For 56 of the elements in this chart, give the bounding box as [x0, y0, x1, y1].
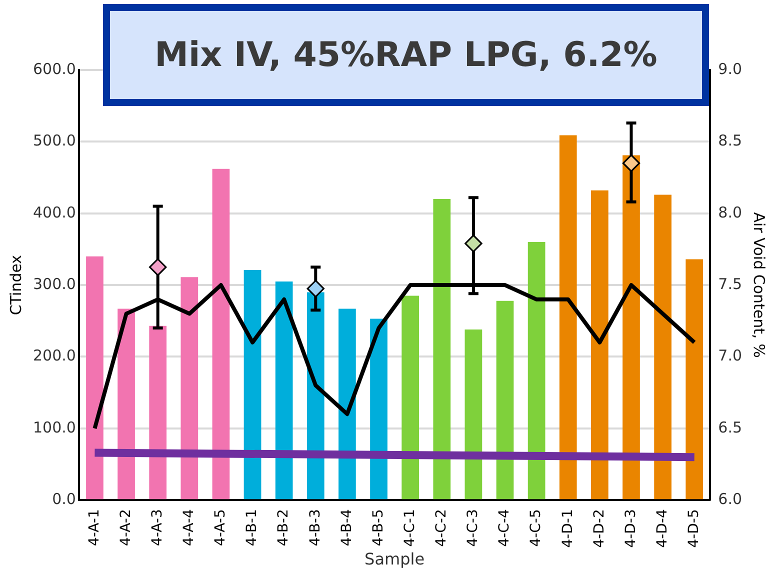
x-tick-label: 4-C-5	[528, 509, 544, 547]
x-tick-label: 4-A-1	[86, 509, 102, 546]
y-tick-label: 0.0	[52, 490, 76, 508]
bar	[559, 135, 577, 500]
y2-tick-label: 8.5	[718, 132, 742, 150]
y2-tick-label: 7.5	[718, 274, 742, 293]
x-tick-label: 4-A-3	[149, 509, 166, 546]
bar	[275, 281, 293, 500]
x-tick-label: 4-D-1	[560, 509, 576, 548]
x-tick-label: 4-B-3	[307, 509, 324, 546]
y-tick-label: 500.0	[32, 132, 76, 150]
bar	[338, 308, 356, 500]
x-tick-label: 4-C-2	[434, 509, 450, 547]
x-tick-label: 4-C-1	[402, 509, 418, 547]
bar	[686, 259, 704, 500]
bar	[244, 270, 262, 500]
bar	[86, 256, 104, 500]
bar	[464, 329, 482, 500]
bar	[402, 296, 420, 500]
bar	[654, 194, 672, 500]
y-axis-title: CTindex	[6, 254, 25, 316]
x-tick-label: 4-A-5	[212, 509, 229, 546]
y-tick-label: 300.0	[32, 274, 76, 293]
y2-tick-label: 7.0	[718, 346, 742, 365]
x-tick-label: 4-C-4	[496, 509, 513, 547]
y2-tick-label: 8.0	[718, 203, 742, 222]
x-tick-label: 4-B-2	[276, 509, 292, 546]
y-tick-label: 400.0	[32, 203, 76, 222]
bar	[496, 300, 514, 500]
y-tick-label: 600.0	[32, 60, 76, 78]
x-tick-label: 4-B-5	[370, 509, 386, 546]
x-tick-label: 4-B-1	[244, 509, 260, 546]
y-tick-label: 200.0	[32, 346, 76, 365]
y2-tick-label: 9.0	[718, 60, 742, 78]
bar	[528, 242, 546, 500]
x-tick-label: 4-D-4	[654, 509, 670, 548]
y-tick-label: 100.0	[32, 418, 76, 436]
bar	[212, 168, 230, 500]
bar	[149, 326, 167, 500]
chart-title: Mix IV, 45%RAP LPG, 6.2%	[103, 4, 709, 106]
x-axis-title: Sample	[364, 550, 425, 569]
x-tick-label: 4-D-2	[591, 509, 608, 548]
x-tick-label: 4-A-2	[118, 509, 134, 546]
bar	[591, 190, 608, 500]
x-tick-label: 4-B-4	[338, 509, 355, 546]
bar	[433, 199, 451, 500]
y2-axis-title: Air Void Content, %	[750, 212, 768, 358]
x-tick-label: 4-D-3	[622, 509, 639, 548]
bar	[306, 292, 324, 500]
y2-tick-label: 6.5	[718, 418, 742, 436]
x-tick-label: 4-C-3	[465, 509, 482, 547]
bar	[180, 277, 198, 500]
y2-tick-label: 6.0	[718, 490, 742, 508]
bar	[370, 318, 388, 500]
x-tick-label: 4-A-4	[181, 509, 198, 546]
x-tick-label: 4-D-5	[686, 509, 702, 548]
